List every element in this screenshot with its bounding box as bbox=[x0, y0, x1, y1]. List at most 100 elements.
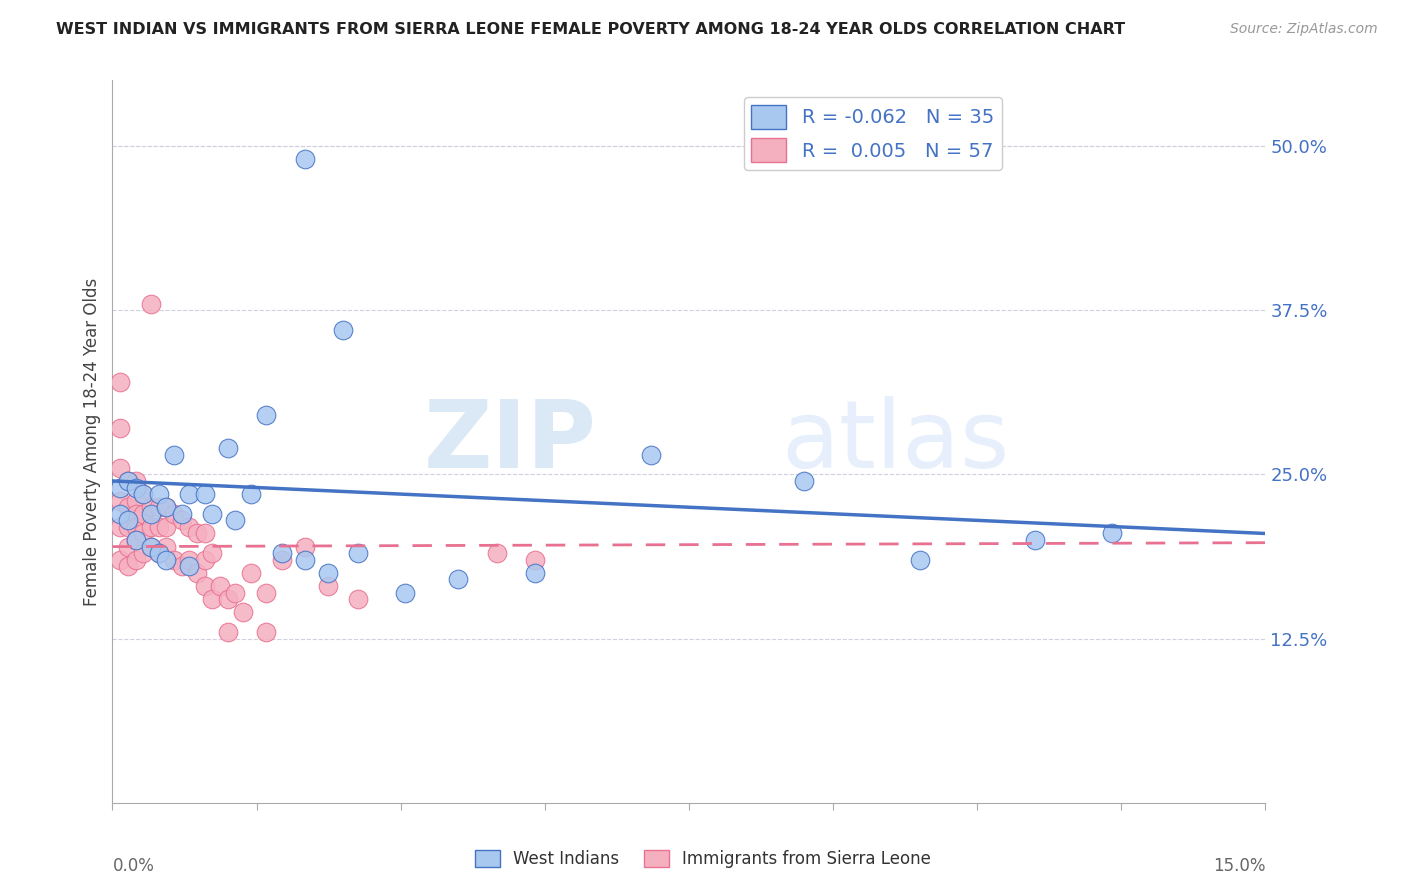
Point bbox=[1101, 526, 1123, 541]
Point bbox=[194, 526, 217, 541]
Point bbox=[108, 421, 131, 435]
Point bbox=[117, 540, 139, 554]
Point bbox=[108, 553, 131, 567]
Point bbox=[155, 500, 177, 515]
Point bbox=[294, 152, 316, 166]
Point bbox=[108, 481, 131, 495]
Point bbox=[124, 533, 146, 547]
Point bbox=[148, 546, 170, 560]
Point bbox=[254, 625, 277, 640]
Point bbox=[124, 553, 146, 567]
Point bbox=[194, 553, 217, 567]
Point bbox=[117, 500, 139, 515]
Point bbox=[209, 579, 232, 593]
Point bbox=[124, 481, 146, 495]
Point bbox=[170, 559, 193, 574]
Point bbox=[524, 566, 547, 580]
Point bbox=[239, 487, 262, 501]
Point bbox=[108, 493, 131, 508]
Point bbox=[155, 540, 177, 554]
Point bbox=[201, 546, 224, 560]
Point bbox=[170, 507, 193, 521]
Point bbox=[132, 487, 155, 501]
Point bbox=[316, 579, 339, 593]
Point bbox=[148, 487, 170, 501]
Point bbox=[217, 441, 239, 455]
Point bbox=[224, 585, 246, 599]
Point bbox=[179, 520, 201, 534]
Point bbox=[332, 323, 354, 337]
Point bbox=[217, 625, 239, 640]
Point bbox=[139, 520, 162, 534]
Point bbox=[179, 487, 201, 501]
Point bbox=[294, 540, 316, 554]
Point bbox=[170, 513, 193, 527]
Point bbox=[139, 540, 162, 554]
Point bbox=[485, 546, 508, 560]
Point bbox=[148, 500, 170, 515]
Point bbox=[139, 500, 162, 515]
Point bbox=[117, 474, 139, 488]
Point bbox=[217, 592, 239, 607]
Text: 0.0%: 0.0% bbox=[112, 857, 155, 875]
Point bbox=[186, 566, 208, 580]
Point bbox=[270, 546, 292, 560]
Point bbox=[117, 520, 139, 534]
Point bbox=[155, 520, 177, 534]
Point bbox=[254, 585, 277, 599]
Point bbox=[124, 520, 146, 534]
Point bbox=[194, 579, 217, 593]
Point bbox=[148, 546, 170, 560]
Text: ZIP: ZIP bbox=[423, 395, 596, 488]
Point bbox=[108, 520, 131, 534]
Legend: R = -0.062   N = 35, R =  0.005   N = 57: R = -0.062 N = 35, R = 0.005 N = 57 bbox=[744, 97, 1002, 170]
Point bbox=[394, 585, 416, 599]
Y-axis label: Female Poverty Among 18-24 Year Olds: Female Poverty Among 18-24 Year Olds bbox=[83, 277, 101, 606]
Point bbox=[108, 460, 131, 475]
Point bbox=[232, 605, 254, 619]
Point bbox=[1024, 533, 1046, 547]
Point bbox=[347, 592, 370, 607]
Point bbox=[186, 526, 208, 541]
Point bbox=[524, 553, 547, 567]
Point bbox=[163, 553, 186, 567]
Point bbox=[447, 573, 470, 587]
Point bbox=[139, 507, 162, 521]
Text: WEST INDIAN VS IMMIGRANTS FROM SIERRA LEONE FEMALE POVERTY AMONG 18-24 YEAR OLDS: WEST INDIAN VS IMMIGRANTS FROM SIERRA LE… bbox=[56, 22, 1125, 37]
Point bbox=[201, 592, 224, 607]
Point bbox=[155, 500, 177, 515]
Point bbox=[239, 566, 262, 580]
Point bbox=[316, 566, 339, 580]
Point bbox=[163, 448, 186, 462]
Point bbox=[124, 493, 146, 508]
Point bbox=[908, 553, 931, 567]
Point bbox=[132, 526, 155, 541]
Point bbox=[117, 513, 139, 527]
Point bbox=[124, 474, 146, 488]
Point bbox=[270, 553, 292, 567]
Legend: West Indians, Immigrants from Sierra Leone: West Indians, Immigrants from Sierra Leo… bbox=[468, 843, 938, 875]
Point bbox=[194, 487, 217, 501]
Point bbox=[179, 559, 201, 574]
Point bbox=[124, 507, 146, 521]
Point bbox=[117, 559, 139, 574]
Text: atlas: atlas bbox=[782, 395, 1010, 488]
Point bbox=[132, 487, 155, 501]
Point bbox=[139, 296, 162, 310]
Point bbox=[155, 553, 177, 567]
Point bbox=[132, 507, 155, 521]
Point bbox=[148, 520, 170, 534]
Text: Source: ZipAtlas.com: Source: ZipAtlas.com bbox=[1230, 22, 1378, 37]
Point bbox=[117, 474, 139, 488]
Point bbox=[108, 376, 131, 390]
Point bbox=[347, 546, 370, 560]
Point bbox=[640, 448, 662, 462]
Point bbox=[163, 507, 186, 521]
Point bbox=[124, 533, 146, 547]
Point bbox=[132, 546, 155, 560]
Point bbox=[108, 507, 131, 521]
Point bbox=[294, 553, 316, 567]
Point bbox=[179, 553, 201, 567]
Text: 15.0%: 15.0% bbox=[1213, 857, 1265, 875]
Point bbox=[254, 409, 277, 423]
